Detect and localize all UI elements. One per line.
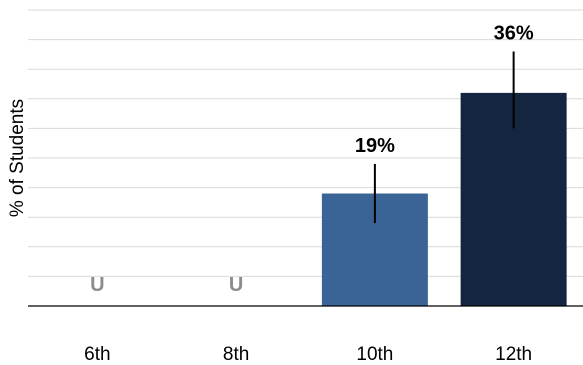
x-tick-label: 8th	[223, 344, 249, 365]
x-tick-label: 12th	[495, 344, 532, 365]
error-bars	[373, 51, 515, 224]
x-tick-label: 6th	[84, 344, 110, 365]
data-labels: U U 19% 36%	[90, 22, 534, 296]
bars	[321, 92, 567, 306]
data-label: 19%	[355, 135, 395, 157]
y-axis-label: % of Students	[7, 99, 28, 217]
gridlines	[28, 9, 583, 277]
data-label: 36%	[494, 22, 534, 44]
x-tick-label: 10th	[356, 344, 393, 365]
suppressed-label: U	[90, 274, 104, 296]
suppressed-label: U	[229, 274, 243, 296]
x-tick-labels: 6th 8th 10th 12th	[84, 344, 532, 365]
